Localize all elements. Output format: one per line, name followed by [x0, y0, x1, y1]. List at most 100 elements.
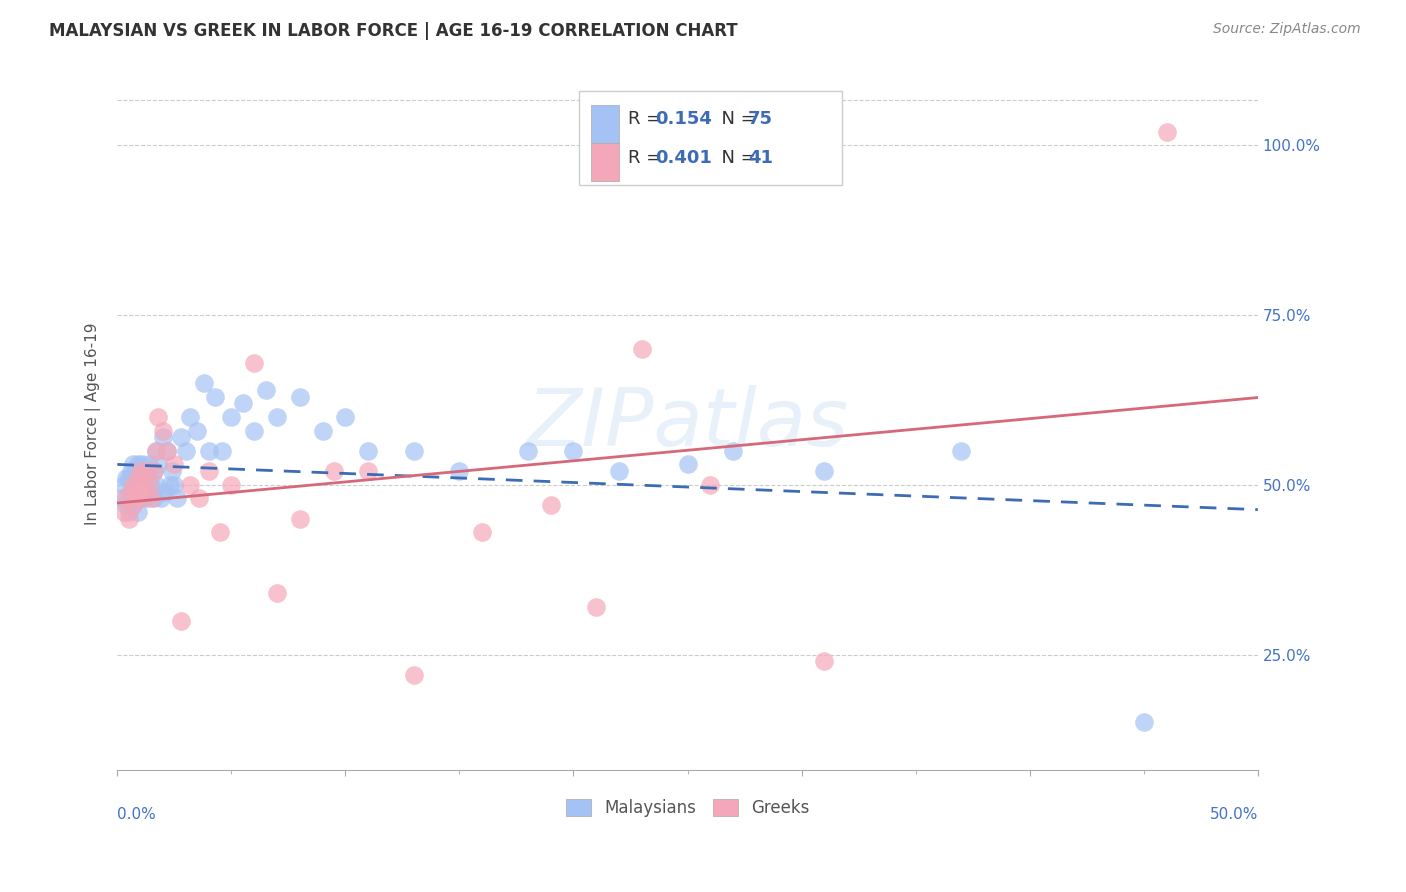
Point — [211, 443, 233, 458]
Bar — [591, 105, 619, 144]
Point — [141, 491, 163, 506]
Point — [122, 478, 145, 492]
Point — [145, 443, 167, 458]
Point — [127, 458, 149, 472]
Point — [124, 491, 146, 506]
Text: N =: N = — [710, 150, 762, 168]
Point — [156, 443, 179, 458]
Point — [153, 484, 176, 499]
Point — [813, 654, 835, 668]
Point — [179, 409, 201, 424]
Point — [357, 443, 380, 458]
Point — [197, 464, 219, 478]
Point — [120, 484, 142, 499]
Point — [148, 458, 170, 472]
Point — [141, 478, 163, 492]
Text: Source: ZipAtlas.com: Source: ZipAtlas.com — [1213, 22, 1361, 37]
Point — [170, 614, 193, 628]
Point — [127, 478, 149, 492]
Point — [122, 498, 145, 512]
Text: 0.0%: 0.0% — [117, 807, 156, 822]
Point — [197, 443, 219, 458]
Point — [120, 484, 142, 499]
Point — [127, 471, 149, 485]
Point — [232, 396, 254, 410]
Point — [540, 498, 562, 512]
Point — [323, 464, 346, 478]
Point — [115, 498, 138, 512]
Point — [449, 464, 471, 478]
Point — [311, 424, 333, 438]
Point — [266, 409, 288, 424]
Point — [149, 491, 172, 506]
Point — [170, 430, 193, 444]
Point — [118, 471, 141, 485]
Point — [134, 471, 156, 485]
Bar — [591, 144, 619, 181]
Point — [145, 443, 167, 458]
Point — [243, 356, 266, 370]
Point — [138, 471, 160, 485]
Text: 0.154: 0.154 — [655, 110, 713, 128]
Point — [288, 512, 311, 526]
Point — [950, 443, 973, 458]
Point — [607, 464, 630, 478]
Point — [127, 505, 149, 519]
Point — [676, 458, 699, 472]
Point — [142, 464, 165, 478]
Point — [221, 409, 243, 424]
Point — [124, 484, 146, 499]
Point — [129, 484, 152, 499]
Point — [131, 478, 153, 492]
Point — [127, 491, 149, 506]
Text: R =: R = — [628, 110, 668, 128]
Point — [159, 478, 181, 492]
Point — [721, 443, 744, 458]
Point — [129, 464, 152, 478]
Point — [160, 464, 183, 478]
Point — [148, 409, 170, 424]
FancyBboxPatch shape — [579, 91, 842, 185]
Point — [163, 478, 186, 492]
Point — [135, 464, 157, 478]
Point — [288, 390, 311, 404]
Point — [122, 458, 145, 472]
Point — [118, 491, 141, 506]
Point — [135, 491, 157, 506]
Point — [129, 464, 152, 478]
Point — [193, 376, 215, 390]
Point — [174, 443, 197, 458]
Point — [129, 471, 152, 485]
Point — [186, 424, 208, 438]
Point — [179, 478, 201, 492]
Point — [813, 464, 835, 478]
Point — [562, 443, 585, 458]
Point — [266, 586, 288, 600]
Y-axis label: In Labor Force | Age 16-19: In Labor Force | Age 16-19 — [86, 323, 101, 525]
Point — [357, 464, 380, 478]
Point — [156, 443, 179, 458]
Point — [141, 484, 163, 499]
Point — [402, 443, 425, 458]
Point — [112, 505, 135, 519]
Point — [516, 443, 538, 458]
Text: 41: 41 — [748, 150, 773, 168]
Point — [142, 491, 165, 506]
Point — [163, 458, 186, 472]
Text: 0.401: 0.401 — [655, 150, 713, 168]
Point — [145, 478, 167, 492]
Point — [118, 512, 141, 526]
Point — [471, 525, 494, 540]
Point — [115, 491, 138, 506]
Text: ZIPatlas: ZIPatlas — [526, 384, 849, 463]
Point — [122, 478, 145, 492]
Point — [208, 525, 231, 540]
Point — [135, 478, 157, 492]
Point — [120, 464, 142, 478]
Point — [131, 478, 153, 492]
Point — [402, 668, 425, 682]
Point — [138, 458, 160, 472]
Point — [122, 498, 145, 512]
Point — [585, 600, 607, 615]
Point — [129, 478, 152, 492]
